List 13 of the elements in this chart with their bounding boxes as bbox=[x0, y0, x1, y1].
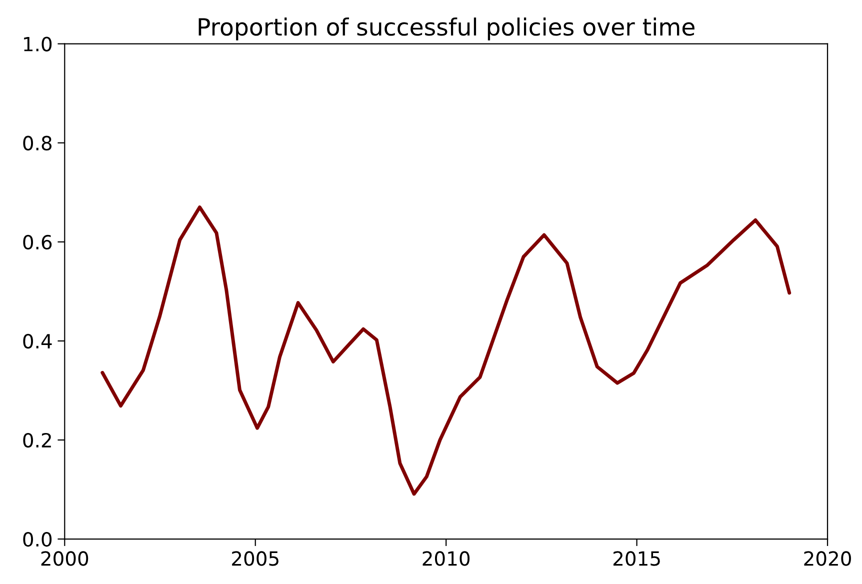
line-series bbox=[100, 205, 792, 496]
y-tick-label: 0.6 bbox=[23, 234, 52, 250]
x-tick-label: 2005 bbox=[232, 551, 278, 566]
x-tick-label: 2010 bbox=[422, 551, 470, 566]
y-tick-label: 0.0 bbox=[23, 532, 52, 547]
chart-title: Proportion of successful policies over time bbox=[198, 18, 694, 40]
y-tick-label: 1.0 bbox=[24, 36, 52, 52]
x-tick-label: 2000 bbox=[41, 551, 88, 566]
x-tick-label: 2015 bbox=[613, 551, 660, 566]
y-tick-label: 0.8 bbox=[23, 136, 52, 151]
x-tick-label: 2020 bbox=[804, 551, 851, 566]
y-tick-label: 0.2 bbox=[23, 432, 51, 448]
y-tick-label: 0.4 bbox=[23, 334, 52, 349]
